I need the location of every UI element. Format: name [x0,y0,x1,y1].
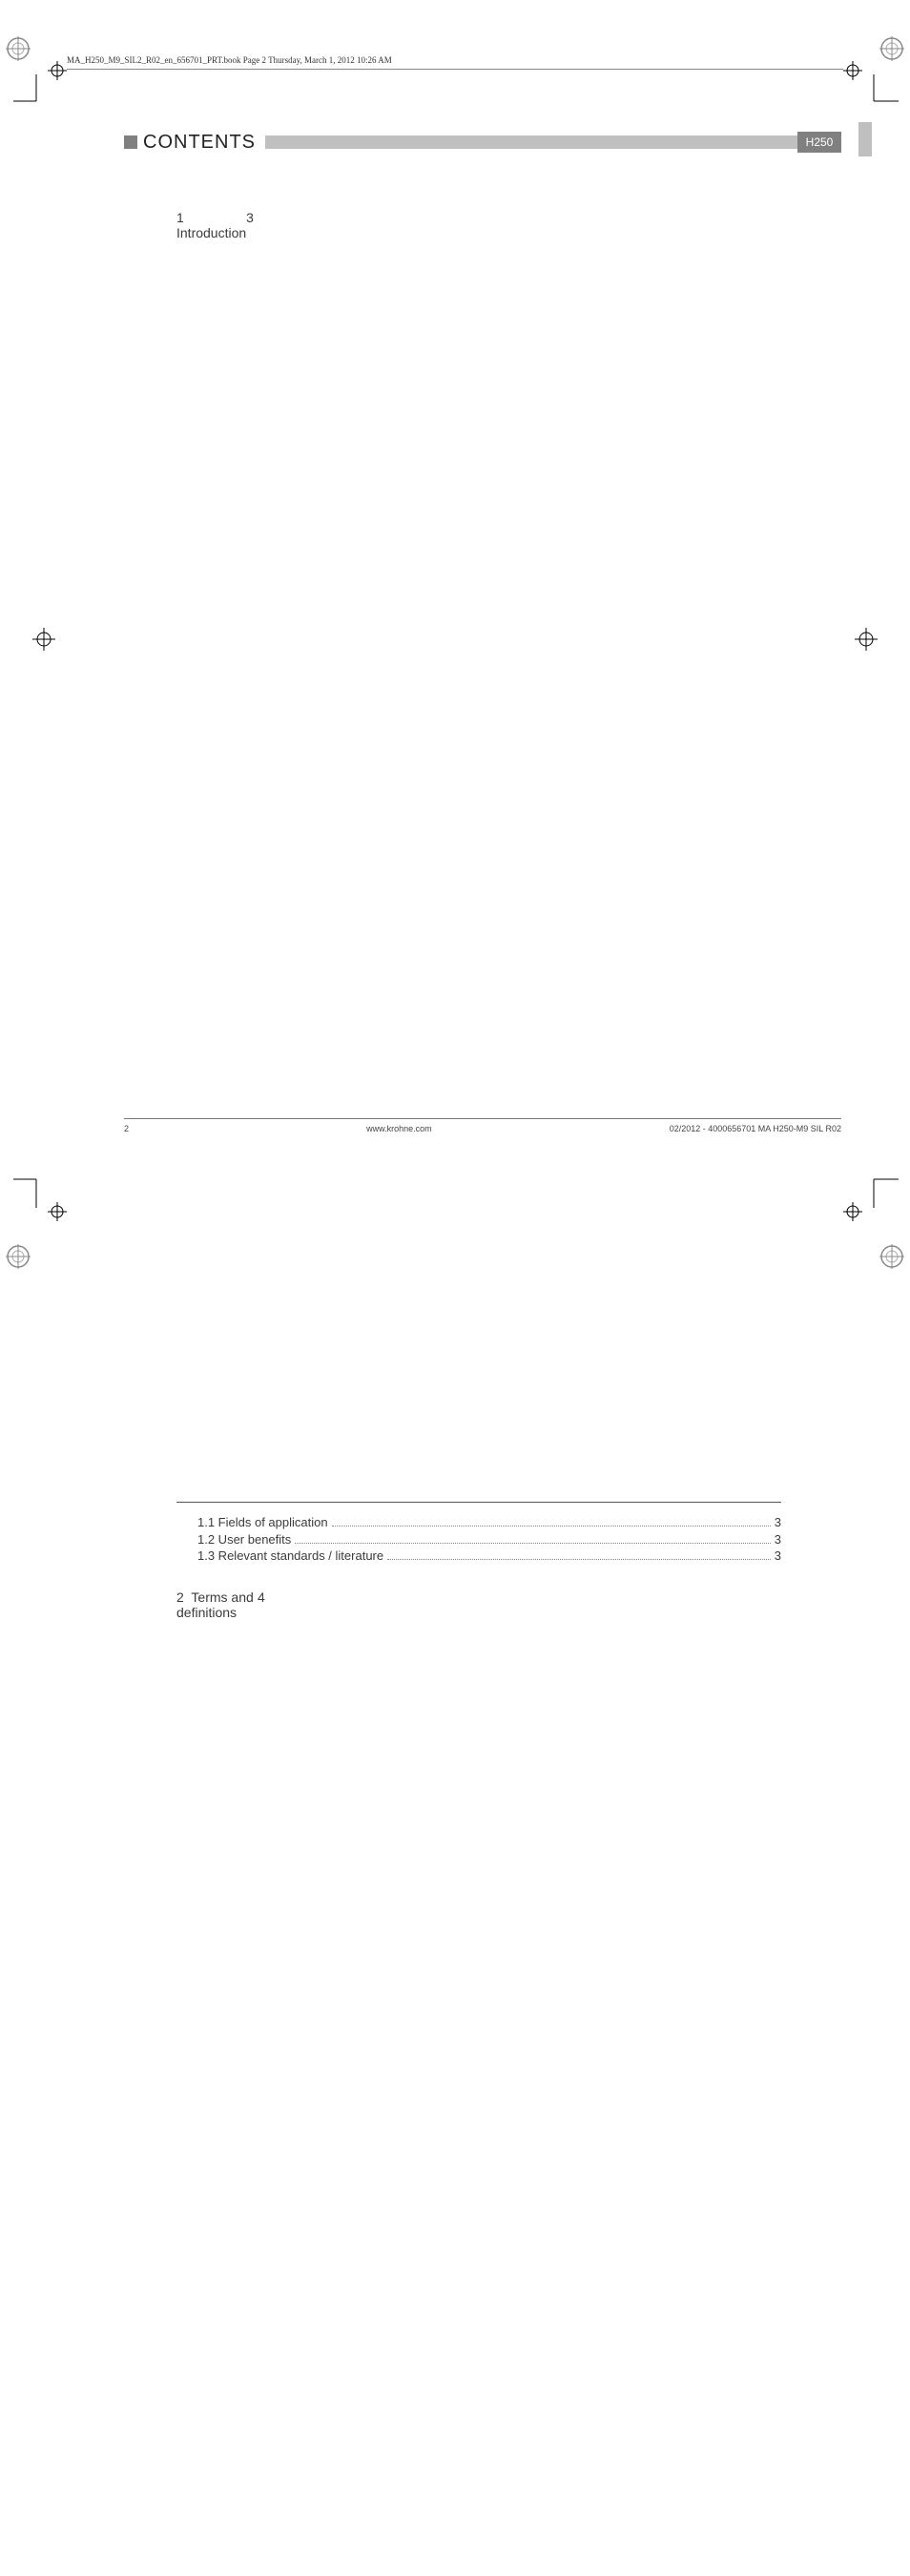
toc-sub-page: 3 [775,1548,781,1565]
registration-mark-icon [879,1244,904,1269]
contents-square-icon [124,135,137,149]
toc-section-title: 2 Terms and definitions [176,1589,258,1620]
toc-sub-label: 1.1 Fields of application [197,1514,328,1531]
contents-heading: CONTENTS H250 [124,130,841,155]
toc-sub-label: 1.2 User benefits [197,1531,291,1548]
toc-sub-page: 3 [775,1531,781,1548]
footer-row: 2 www.krohne.com 02/2012 - 4000656701 MA… [124,1124,841,1133]
toc-section-page: 3 [246,210,781,1498]
contents-title: CONTENTS [143,132,256,154]
table-of-contents: 1 Introduction31.1 Fields of application… [176,210,781,2576]
footer-center: www.krohne.com [366,1124,432,1133]
toc-leader-dots [295,1543,770,1544]
toc-sub-row: 1.3 Relevant standards / literature 3 [197,1548,781,1565]
registration-mark-icon [6,36,31,61]
toc-sub-page: 3 [775,1514,781,1531]
contents-fill-bar [265,135,797,149]
toc-sub-row: 1.2 User benefits 3 [197,1531,781,1548]
header-rule [67,69,843,70]
toc-section-head: 2 Terms and definitions4 [176,1589,781,2576]
book-header-line: MA_H250_M9_SIL2_R02_en_656701_PRT.book P… [67,55,392,65]
footer-right: 02/2012 - 4000656701 MA H250-M9 SIL R02 [670,1124,841,1133]
toc-section-head: 1 Introduction3 [176,210,781,1503]
registration-mark-icon [879,36,904,61]
toc-leader-dots [387,1559,771,1560]
footer-rule [124,1118,841,1119]
toc-sub-row: 1.1 Fields of application 3 [197,1514,781,1531]
registration-mark-icon [6,1244,31,1269]
color-bar [858,122,872,156]
toc-section-title: 1 Introduction [176,210,246,240]
footer-page-number: 2 [124,1124,129,1133]
toc-section-page: 4 [258,1589,781,2576]
product-badge: H250 [797,132,841,153]
toc-leader-dots [332,1526,771,1527]
page-container: MA_H250_M9_SIL2_R02_en_656701_PRT.book P… [0,0,910,1288]
toc-sub-label: 1.3 Relevant standards / literature [197,1548,383,1565]
